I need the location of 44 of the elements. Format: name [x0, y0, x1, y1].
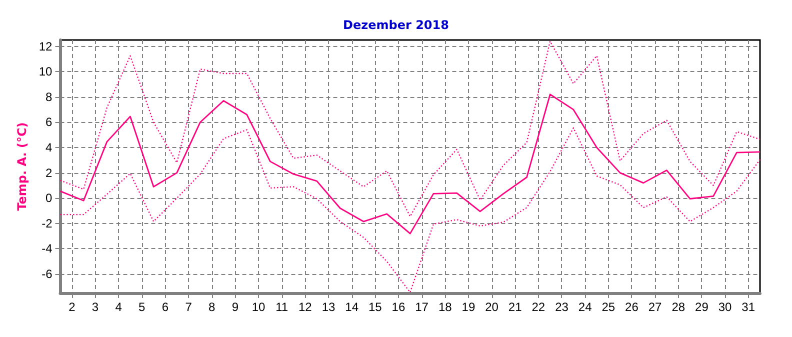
- x-tick-label: 15: [368, 300, 382, 314]
- y-tick-label: -6: [42, 267, 53, 282]
- line-series: [60, 40, 761, 218]
- x-tick-label: 18: [438, 300, 452, 314]
- line-series: [60, 94, 761, 234]
- x-tick-label: 28: [672, 300, 686, 314]
- x-tick-label: 21: [508, 300, 522, 314]
- x-tick-label: 7: [185, 300, 192, 314]
- y-axis-title: Temp. A. (°C): [15, 122, 29, 211]
- x-tick-label: 3: [92, 300, 99, 314]
- x-tick-label: 20: [485, 300, 499, 314]
- x-tick-label: 26: [625, 300, 639, 314]
- x-tick-label: 12: [298, 300, 312, 314]
- y-tick-label: 12: [38, 39, 53, 54]
- y-tick-label: -4: [42, 242, 53, 256]
- x-tick-label: 31: [742, 300, 756, 314]
- x-tick-label: 13: [322, 300, 336, 314]
- x-tick-label: 17: [415, 300, 429, 314]
- y-tick-label: 8: [46, 90, 53, 104]
- x-tick-label: 8: [208, 300, 216, 314]
- x-tick-label: 9: [232, 300, 239, 314]
- y-tick-label: 10: [38, 64, 53, 79]
- y-tick-label: 0: [46, 191, 53, 206]
- x-tick-label: 4: [115, 300, 122, 314]
- x-tick-label: 14: [345, 300, 359, 314]
- chart-title: Dezember 2018: [343, 18, 449, 32]
- x-tick-label: 10: [252, 300, 266, 314]
- x-tick-label: 16: [392, 300, 406, 314]
- x-tick-label: 19: [462, 300, 476, 314]
- x-tick-label: 29: [695, 300, 709, 314]
- x-tick-label: 25: [602, 300, 616, 314]
- x-tick-label: 6: [162, 300, 169, 314]
- y-tick-label: 2: [46, 166, 53, 180]
- y-tick-label: 4: [46, 140, 53, 155]
- x-tick-label: 24: [578, 300, 592, 314]
- x-tick-label: 11: [276, 300, 288, 314]
- x-tick-label: 30: [718, 300, 732, 314]
- x-tick-label: 27: [648, 300, 662, 314]
- x-tick-label: 2: [68, 300, 76, 314]
- x-tick-label: 23: [555, 300, 569, 314]
- x-tick-label: 22: [532, 300, 546, 314]
- y-tick-label: -2: [42, 216, 53, 230]
- y-tick-label: 6: [46, 115, 53, 130]
- x-tick-label: 5: [138, 300, 146, 314]
